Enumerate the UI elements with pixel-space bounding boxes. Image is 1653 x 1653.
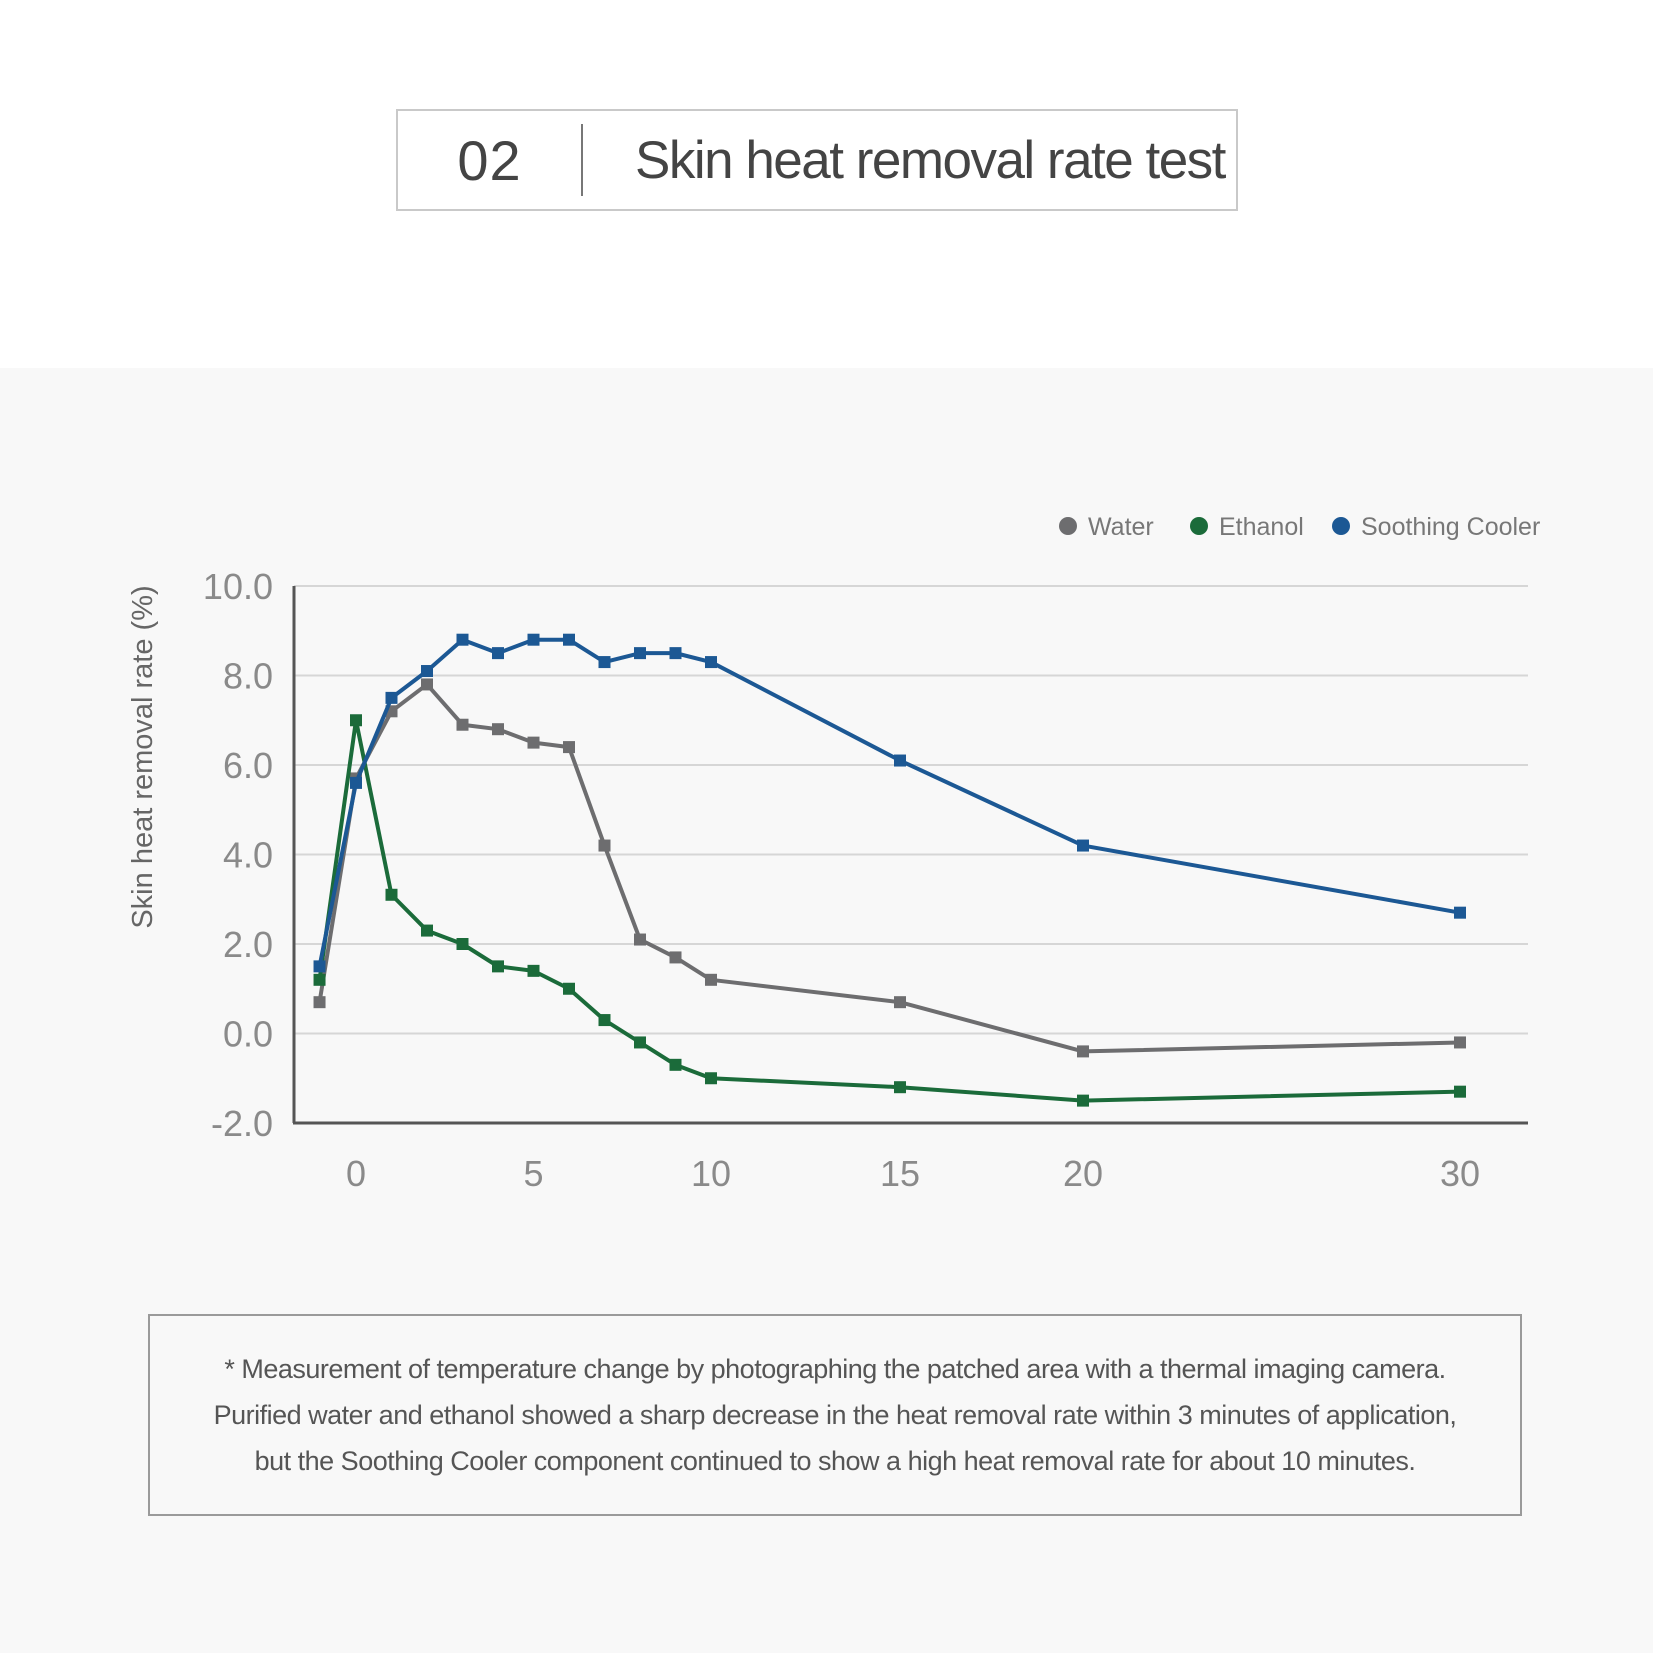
data-point (598, 839, 611, 852)
series-water (313, 678, 1466, 1058)
data-point (563, 633, 575, 646)
legend-label: Soothing Cooler (1361, 513, 1540, 541)
data-point (1077, 1094, 1089, 1107)
data-point (527, 736, 540, 749)
y-tick-label: -2.0 (211, 1103, 273, 1144)
data-point (456, 633, 469, 646)
data-point (313, 973, 326, 986)
data-point (705, 656, 717, 669)
series-soothing-cooler (313, 633, 1466, 973)
data-point (350, 714, 362, 727)
data-point (634, 933, 646, 946)
x-tick-label: 10 (691, 1153, 731, 1194)
data-point (1077, 1045, 1089, 1058)
legend-marker (1190, 517, 1208, 535)
x-tick-label: 5 (523, 1153, 543, 1194)
data-point (385, 888, 398, 901)
series-line (317, 682, 1461, 1054)
data-point (563, 741, 575, 754)
data-point (1077, 839, 1089, 852)
data-point (313, 996, 326, 1009)
header-divider (581, 124, 583, 196)
y-tick-label: 8.0 (223, 656, 273, 697)
data-point (527, 964, 540, 977)
y-tick-labels: 10.0 8.0 6.0 4.0 2.0 0.0 -2.0 (203, 566, 273, 1144)
data-point (1454, 1085, 1466, 1098)
y-tick-label: 6.0 (223, 745, 273, 786)
data-point (705, 1072, 717, 1085)
line-chart: 10.0 8.0 6.0 4.0 2.0 0.0 -2.0 0 5 10 15 20 30 Skin … (127, 513, 1540, 1194)
data-point (385, 691, 398, 704)
data-point (1454, 906, 1466, 919)
footnote-line: but the Soothing Cooler component contin… (254, 1446, 1416, 1476)
x-tick-label: 0 (346, 1153, 366, 1194)
legend-marker (1059, 517, 1077, 535)
data-series (313, 633, 1466, 1107)
section-title: Skin heat removal rate test (635, 130, 1226, 190)
data-point (563, 982, 575, 995)
data-point (492, 647, 504, 660)
data-point (313, 960, 326, 973)
data-point (598, 656, 611, 669)
series-line (317, 718, 1461, 1103)
x-tick-labels: 0 5 10 15 20 30 (346, 1153, 1480, 1194)
data-point (456, 718, 469, 731)
series-ethanol (313, 714, 1466, 1107)
legend-marker (1332, 517, 1350, 535)
data-point (669, 1058, 682, 1071)
axes (292, 586, 1528, 1125)
data-point (421, 665, 433, 678)
y-axis-label: Skin heat removal rate (%) (127, 585, 159, 928)
legend-item: Ethanol (1190, 513, 1304, 541)
data-point (492, 723, 504, 736)
data-point (350, 776, 362, 789)
grid-lines (294, 585, 1528, 1035)
data-point (1454, 1036, 1466, 1049)
x-tick-label: 30 (1440, 1153, 1480, 1194)
data-point (894, 754, 906, 767)
footnote-box: * Measurement of temperature change by p… (148, 1314, 1522, 1516)
legend-label: Ethanol (1219, 513, 1304, 541)
data-point (669, 951, 682, 964)
series-line (317, 637, 1461, 967)
y-tick-label: 10.0 (203, 566, 273, 607)
data-point (527, 633, 540, 646)
x-tick-label: 15 (880, 1153, 920, 1194)
chart-legend: Water Ethanol Soothing Cooler (1059, 513, 1540, 541)
data-point (492, 960, 504, 973)
data-point (634, 647, 646, 660)
data-point (894, 996, 906, 1009)
data-point (456, 938, 469, 950)
data-point (421, 678, 433, 691)
section-number: 02 (457, 128, 522, 192)
data-point (705, 973, 717, 986)
data-point (634, 1036, 646, 1049)
data-point (894, 1081, 906, 1094)
x-tick-label: 20 (1063, 1153, 1103, 1194)
y-tick-label: 2.0 (223, 924, 273, 965)
data-point (421, 924, 433, 937)
y-tick-label: 4.0 (223, 835, 273, 876)
legend-item: Water (1059, 513, 1154, 541)
footnote-line: Purified water and ethanol showed a shar… (213, 1400, 1457, 1430)
legend-label: Water (1088, 513, 1154, 541)
y-tick-label: 0.0 (223, 1014, 273, 1055)
section-header: 02 Skin heat removal rate test (396, 109, 1238, 211)
legend-item: Soothing Cooler (1332, 513, 1540, 541)
footnote-line: * Measurement of temperature change by p… (224, 1354, 1446, 1384)
data-point (669, 647, 682, 660)
data-point (598, 1014, 611, 1027)
